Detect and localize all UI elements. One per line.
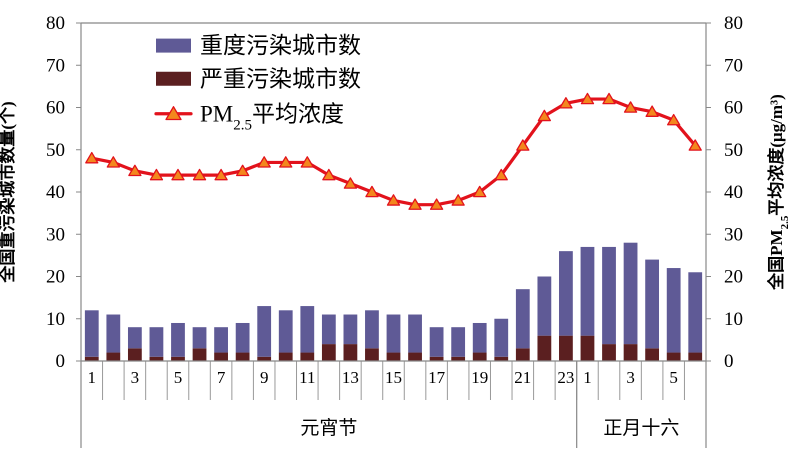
svg-text:0: 0 — [724, 351, 734, 372]
svg-text:50: 50 — [46, 140, 65, 161]
svg-text:元宵节: 元宵节 — [300, 417, 357, 439]
svg-text:20: 20 — [46, 267, 65, 288]
svg-text:30: 30 — [46, 224, 65, 245]
svg-text:17: 17 — [428, 368, 446, 387]
svg-text:70: 70 — [724, 55, 743, 76]
svg-text:严重污染城市数: 严重污染城市数 — [200, 66, 361, 91]
svg-text:5: 5 — [669, 368, 678, 387]
svg-text:40: 40 — [46, 182, 65, 203]
svg-text:80: 80 — [724, 13, 743, 34]
svg-text:60: 60 — [46, 98, 65, 119]
svg-text:80: 80 — [46, 13, 65, 34]
svg-text:3: 3 — [131, 368, 140, 387]
svg-text:5: 5 — [174, 368, 183, 387]
svg-text:13: 13 — [342, 368, 359, 387]
svg-text:正月十六: 正月十六 — [603, 417, 679, 439]
svg-text:40: 40 — [724, 182, 743, 203]
svg-text:15: 15 — [385, 368, 402, 387]
svg-text:19: 19 — [471, 368, 488, 387]
svg-text:60: 60 — [724, 98, 743, 119]
svg-text:10: 10 — [724, 309, 743, 330]
svg-text:11: 11 — [299, 368, 315, 387]
svg-text:3: 3 — [626, 368, 635, 387]
svg-text:20: 20 — [724, 267, 743, 288]
svg-text:7: 7 — [217, 368, 226, 387]
svg-text:1: 1 — [583, 368, 592, 387]
svg-text:50: 50 — [724, 140, 743, 161]
svg-text:70: 70 — [46, 55, 65, 76]
svg-text:重度污染城市数: 重度污染城市数 — [200, 33, 361, 58]
svg-text:23: 23 — [557, 368, 574, 387]
svg-text:30: 30 — [724, 224, 743, 245]
svg-text:9: 9 — [260, 368, 269, 387]
svg-text:0: 0 — [56, 351, 66, 372]
svg-text:全国重污染城市数量(个): 全国重污染城市数量(个) — [0, 101, 17, 283]
svg-text:1: 1 — [88, 368, 97, 387]
svg-text:21: 21 — [514, 368, 531, 387]
svg-text:10: 10 — [46, 309, 65, 330]
